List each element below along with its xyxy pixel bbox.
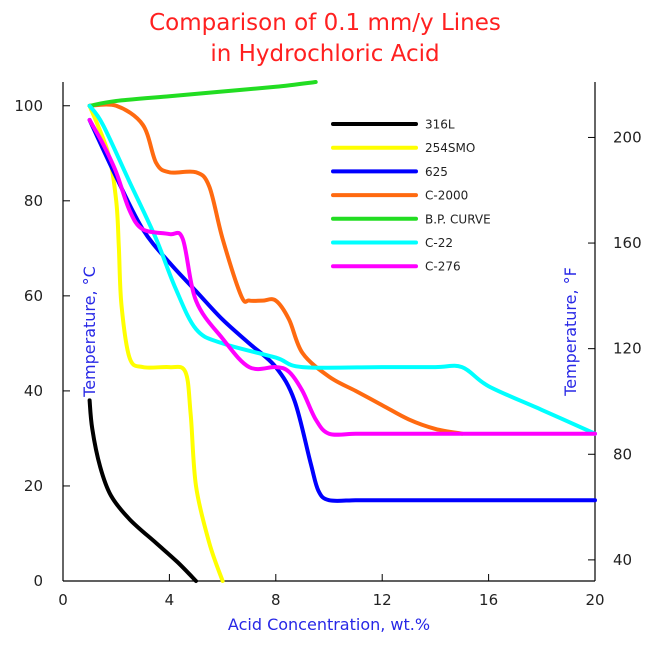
y2-tick-label: 120 bbox=[613, 340, 642, 358]
y-tick-label: 40 bbox=[24, 382, 43, 400]
legend-label-b-p-curve: B.P. CURVE bbox=[425, 212, 491, 226]
legend-label-254smo: 254SMO bbox=[425, 141, 475, 155]
y2-tick-label: 160 bbox=[613, 234, 642, 252]
x-tick-label: 12 bbox=[373, 591, 392, 609]
series-line-c-276 bbox=[87, 118, 597, 437]
y-axis-title: Temperature, °C bbox=[80, 266, 99, 398]
x-tick-label: 4 bbox=[165, 591, 175, 609]
x-tick-label: 16 bbox=[479, 591, 498, 609]
y2-tick-label: 40 bbox=[613, 551, 632, 569]
chart-title-line-2: in Hydrochloric Acid bbox=[210, 41, 440, 67]
x-tick-label: 20 bbox=[585, 591, 604, 609]
legend-label-625: 625 bbox=[425, 165, 448, 179]
x-tick-label: 0 bbox=[58, 591, 68, 609]
legend-label-316l: 316L bbox=[425, 118, 455, 132]
legend-label-c-22: C-22 bbox=[425, 236, 453, 250]
y2-axis-title: Temperature, °F bbox=[561, 267, 580, 397]
y-tick-label: 20 bbox=[24, 477, 43, 495]
series-line-c-2000 bbox=[87, 102, 464, 436]
y-tick-label: 100 bbox=[14, 97, 43, 115]
y-axis-left: 0 20 40 60 80 100 bbox=[14, 97, 70, 590]
x-axis: 0 4 8 12 16 20 bbox=[58, 574, 605, 609]
x-axis-title: Acid Concentration, wt.% bbox=[228, 615, 430, 634]
legend-label-c-2000: C-2000 bbox=[425, 189, 468, 203]
y2-tick-label: 80 bbox=[613, 445, 632, 463]
y-tick-label: 0 bbox=[33, 572, 43, 590]
legend-label-c-276: C-276 bbox=[425, 260, 461, 274]
y-tick-label: 80 bbox=[24, 192, 43, 210]
x-tick-label: 8 bbox=[271, 591, 281, 609]
chart-title: Comparison of 0.1 mm/y Lines in Hydrochl… bbox=[0, 8, 650, 70]
chart-title-line-1: Comparison of 0.1 mm/y Lines bbox=[149, 10, 501, 36]
y-tick-label: 60 bbox=[24, 287, 43, 305]
legend: 316L 254SMO 625 C-2000 B.P. CURVE C-22 C-276 bbox=[331, 118, 491, 274]
series-line-625 bbox=[87, 118, 597, 503]
series-line-254smo bbox=[87, 103, 225, 583]
plot-frame bbox=[62, 82, 596, 582]
y-axis-right: 40 80 120 160 200 bbox=[588, 128, 642, 569]
series-lines bbox=[87, 80, 597, 583]
series-line-316l bbox=[87, 398, 198, 583]
series-line-b-p-curve bbox=[87, 80, 318, 108]
series-line-c-22 bbox=[87, 103, 597, 436]
y2-tick-label: 200 bbox=[613, 128, 642, 146]
